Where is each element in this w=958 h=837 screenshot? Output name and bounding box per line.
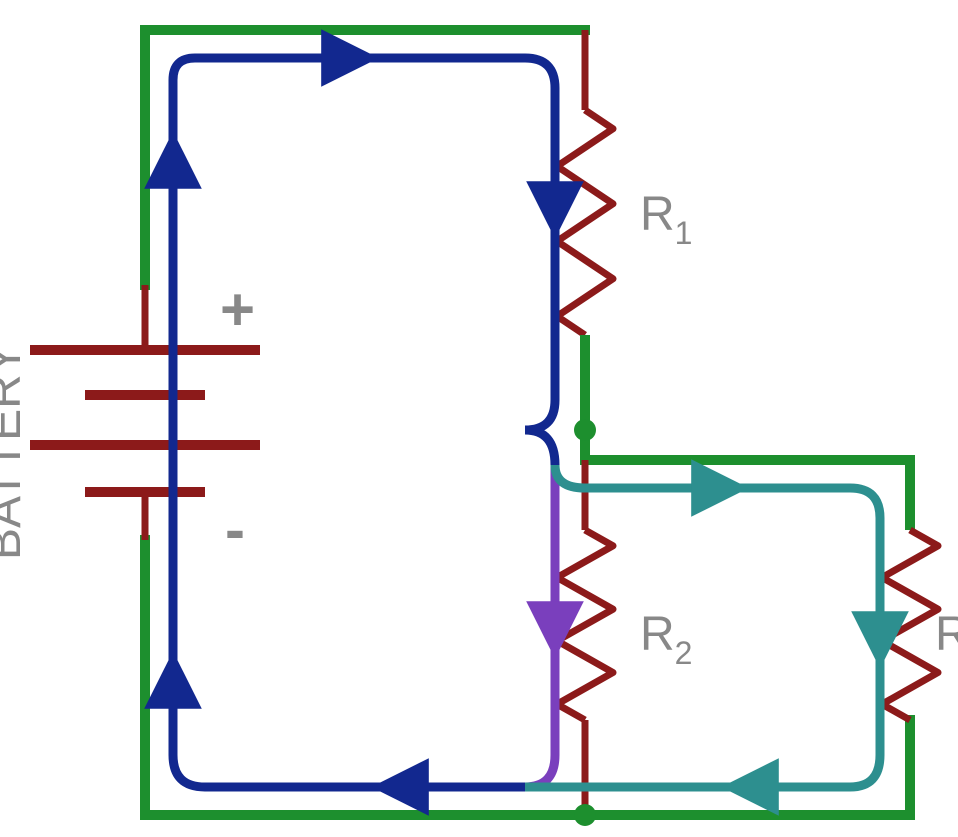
r2-label: R2 (640, 608, 692, 671)
r3-label: R3 (935, 608, 958, 671)
resistor-r2 (557, 530, 613, 720)
flow-blue-bottom (173, 700, 525, 787)
r1-label: R1 (640, 188, 692, 251)
minus-label: - (225, 496, 245, 563)
flow-blue-down-hook (525, 430, 555, 465)
flow-arrows (173, 58, 880, 787)
plus-label: + (220, 276, 255, 343)
wire-bottom-left (145, 540, 585, 815)
resistor-r1 (557, 110, 613, 335)
wire-bottom-right (585, 720, 910, 815)
wire-mid-right (585, 430, 910, 530)
node-bottom (574, 804, 596, 826)
circuit-diagram: BATTERY + - R1 R2 R3 (0, 0, 958, 837)
battery (30, 350, 260, 492)
flow-blue-main (173, 58, 555, 700)
current-flows (173, 58, 880, 787)
wire-top-left (145, 30, 585, 285)
battery-label: BATTERY (0, 343, 31, 560)
node-top (574, 419, 596, 441)
resistor-r3 (882, 530, 938, 720)
